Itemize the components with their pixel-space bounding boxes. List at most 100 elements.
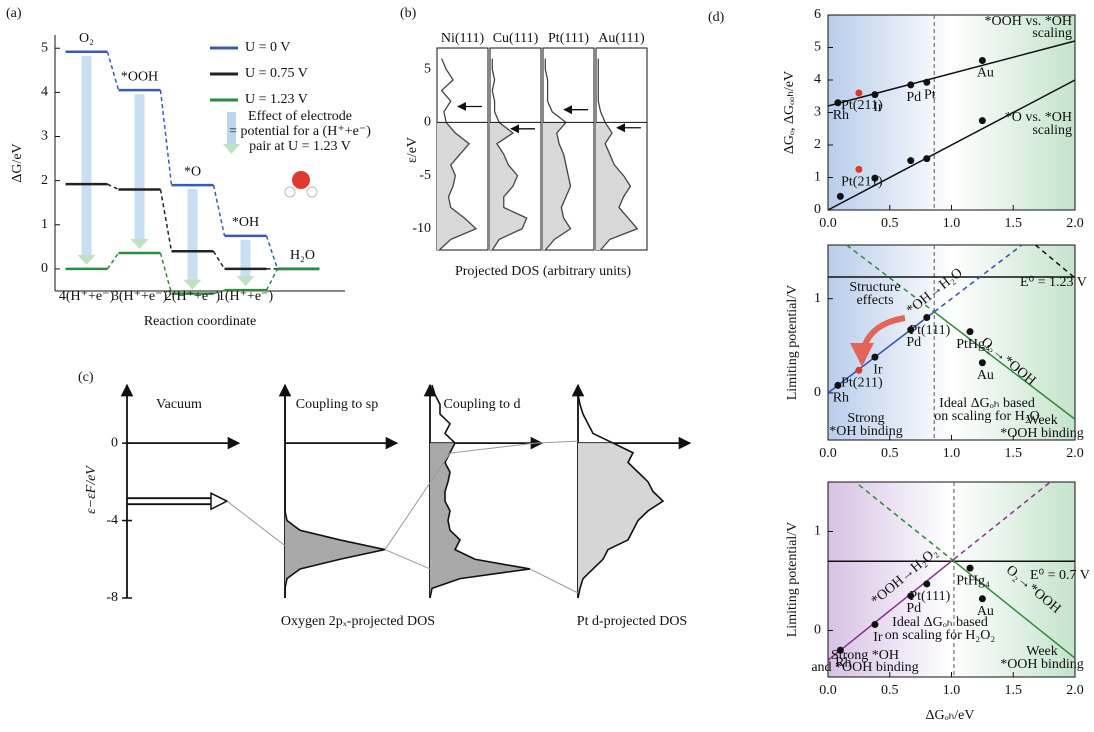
dos-line — [438, 58, 478, 251]
point-label: Pt — [924, 87, 936, 102]
y-tick-label: 5 — [424, 61, 431, 76]
x-tick-label: 0.5 — [881, 446, 899, 461]
x-tick-label: 0.0 — [819, 683, 837, 698]
potential-arrow-head — [77, 254, 96, 265]
dos-line — [597, 58, 639, 251]
point-label: Pt(211) — [841, 98, 883, 113]
connector — [226, 500, 286, 546]
y-tick-label: 0 — [814, 202, 821, 217]
level-connector — [212, 184, 226, 236]
y-tick-label: 6 — [814, 7, 821, 22]
level-connector — [265, 268, 279, 291]
y-tick-label: 0 — [814, 623, 821, 638]
x-tick-label: 2.0 — [1066, 446, 1084, 461]
x-tick-label: 4(H⁺+e⁻) — [59, 289, 115, 304]
annotation: *OOH binding — [1000, 657, 1084, 672]
point — [907, 81, 915, 89]
y-tick-label: 4 — [814, 72, 821, 87]
annotation: Ideal ΔGₒₕ based — [892, 615, 988, 630]
x-tick-label: 1.0 — [943, 446, 961, 461]
point — [907, 326, 915, 334]
level-connector — [106, 252, 120, 270]
potential-arrow — [227, 112, 236, 144]
panel-label: (a) — [6, 6, 22, 21]
point — [834, 99, 842, 107]
y-tick-label: 0 — [424, 115, 431, 130]
point — [836, 646, 844, 654]
legend-label: U = 0 V — [245, 40, 290, 55]
level-connector — [213, 289, 225, 295]
dos-fill — [437, 122, 477, 250]
line — [827, 79, 1076, 211]
point — [855, 366, 863, 374]
x-tick-label: 1.0 — [943, 216, 961, 231]
panel-label: (b) — [400, 6, 417, 21]
point — [978, 595, 986, 603]
point — [966, 564, 974, 572]
point-label: Ir — [873, 100, 883, 115]
y-axis-label: ΔGₒ, ΔGₒₒₕ/eV — [782, 71, 797, 154]
annotation: effects — [856, 293, 893, 308]
x-tick-label: 0.5 — [881, 683, 899, 698]
x-tick-label: 2.0 — [1066, 683, 1084, 698]
level-connector — [159, 252, 173, 294]
annotation: scaling — [1032, 123, 1072, 138]
y-tick-label: 1 — [41, 217, 48, 232]
dos-line — [429, 384, 531, 599]
point — [855, 89, 863, 97]
x-tick-label: 1.5 — [1005, 683, 1023, 698]
annotation: Strong — [847, 411, 884, 426]
species-label: *OOH — [121, 69, 158, 84]
x-tick-label: 2(H⁺+e⁻) — [165, 289, 221, 304]
y-tick-label: -8 — [106, 590, 118, 605]
point-label: Pt(211) — [841, 376, 883, 391]
point-label: PtHg₄ — [956, 337, 990, 352]
annotation: on scaling for H₂O — [934, 409, 1040, 424]
dos-fill — [285, 443, 385, 598]
y-tick-label: 1 — [814, 524, 821, 539]
point-label: Rh — [833, 108, 849, 123]
point — [923, 78, 931, 86]
x-tick-label: 0.5 — [881, 216, 899, 231]
connector — [529, 568, 579, 594]
point-label: Rh — [833, 391, 849, 406]
line — [933, 244, 1023, 313]
line — [858, 484, 955, 562]
species-label: O₂ — [79, 31, 94, 46]
panel-title: Pt(111) — [548, 31, 589, 46]
point-label: Pt(111) — [909, 323, 950, 338]
annotation: Structure — [849, 280, 900, 295]
y-tick-label: 5 — [814, 40, 821, 55]
annotation: scaling — [1032, 26, 1072, 41]
dos-fill — [596, 122, 638, 250]
annotation: Ideal ΔGₒₕ based — [939, 396, 1035, 411]
y-axis-label: ε/eV — [405, 137, 420, 163]
point — [923, 580, 931, 588]
x-axis-label: Reaction coordinate — [144, 314, 256, 329]
annotation: Week — [1026, 413, 1058, 428]
y-tick-label: 1 — [814, 291, 821, 306]
point-label: Ir — [873, 362, 883, 377]
water-icon — [284, 171, 318, 198]
point — [871, 621, 879, 629]
annotation: and *OOH binding — [811, 660, 918, 675]
x-tick-label: 1(H⁺+e⁻) — [218, 289, 274, 304]
potential-arrow-head — [183, 279, 202, 290]
annotation: *OH binding — [829, 424, 903, 439]
x-tick-label: 3(H⁺+e⁻) — [112, 289, 168, 304]
y-tick-label: 0 — [111, 435, 118, 450]
dos-line — [544, 58, 572, 251]
point-label: Pd — [906, 335, 921, 350]
y-tick-label: 4 — [41, 85, 48, 100]
point — [871, 353, 879, 361]
point — [923, 155, 931, 163]
point — [966, 328, 974, 336]
legend-label: U = 1.23 V — [245, 92, 308, 107]
legend-label: U = 0.75 V — [245, 66, 308, 81]
annotation: Strong *OH — [831, 648, 899, 663]
annotation: E⁰ = 1.23 V — [1020, 275, 1087, 290]
x-tick-label: 0.0 — [819, 216, 837, 231]
species-label: H₂O — [290, 248, 315, 263]
y-axis-label: ΔG/eV — [10, 143, 25, 182]
